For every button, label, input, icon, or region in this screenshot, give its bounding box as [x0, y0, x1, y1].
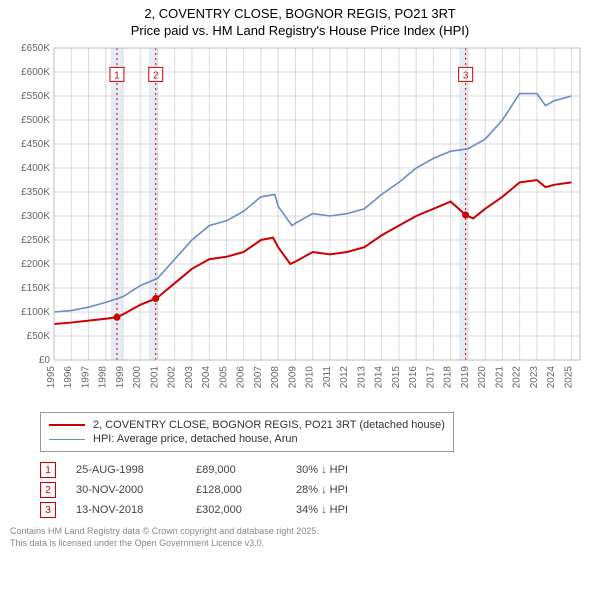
sale-point [152, 295, 159, 302]
sale-marker-number: 1 [114, 70, 120, 81]
x-tick-label: 1999 [115, 366, 126, 389]
x-tick-label: 2003 [184, 366, 195, 389]
sale-row-delta: 28% ↓ HPI [296, 484, 416, 496]
sale-row-delta: 34% ↓ HPI [296, 504, 416, 516]
legend-swatch [49, 439, 85, 440]
x-tick-label: 2009 [287, 366, 298, 389]
title-subtitle: Price paid vs. HM Land Registry's House … [0, 23, 600, 38]
y-tick-label: £150K [21, 283, 50, 294]
x-tick-label: 2006 [236, 366, 247, 389]
legend-label: 2, COVENTRY CLOSE, BOGNOR REGIS, PO21 3R… [93, 419, 445, 431]
sale-row: 2 30-NOV-2000£128,00028% ↓ HPI [40, 482, 590, 498]
sale-point [113, 314, 120, 321]
chart-area: £0 £50K £100K £150K £200K £250K £300K £350K £400… [10, 44, 590, 404]
x-tick-label: 2019 [460, 366, 471, 389]
y-tick-label: £300K [21, 211, 50, 222]
sale-row: 3 13-NOV-2018£302,00034% ↓ HPI [40, 502, 590, 518]
sale-row-price: £89,000 [196, 464, 296, 476]
legend-label: HPI: Average price, detached house, Arun [93, 433, 298, 445]
sale-marker-number: 3 [463, 70, 469, 81]
legend: 2, COVENTRY CLOSE, BOGNOR REGIS, PO21 3R… [40, 412, 454, 452]
chart-title-block: 2, COVENTRY CLOSE, BOGNOR REGIS, PO21 3R… [0, 0, 600, 40]
x-tick-label: 2024 [546, 366, 557, 389]
sale-row-price: £128,000 [196, 484, 296, 496]
sale-row-price: £302,000 [196, 504, 296, 516]
x-tick-label: 1998 [98, 366, 109, 389]
sale-row-delta: 30% ↓ HPI [296, 464, 416, 476]
sales-table: 1 25-AUG-1998£89,00030% ↓ HPI 2 30-NOV-2000… [40, 462, 590, 518]
footer-line2: This data is licensed under the Open Gov… [10, 538, 590, 550]
y-tick-label: £200K [21, 259, 50, 270]
sale-row-marker: 1 [40, 462, 56, 478]
x-tick-label: 2000 [132, 366, 143, 389]
x-tick-label: 2016 [408, 366, 419, 389]
x-tick-label: 2002 [167, 366, 178, 389]
x-tick-label: 2022 [512, 366, 523, 389]
x-tick-label: 2007 [253, 366, 264, 389]
x-tick-label: 2012 [339, 366, 350, 389]
legend-swatch [49, 424, 85, 426]
sale-row-date: 25-AUG-1998 [76, 464, 196, 476]
y-tick-label: £350K [21, 187, 50, 198]
attribution-footer: Contains HM Land Registry data © Crown c… [10, 526, 590, 549]
sale-row-marker: 2 [40, 482, 56, 498]
x-tick-label: 2021 [494, 366, 505, 389]
x-tick-label: 2013 [356, 366, 367, 389]
x-tick-label: 2023 [529, 366, 540, 389]
y-tick-label: £650K [21, 44, 50, 54]
x-tick-label: 1996 [63, 366, 74, 389]
x-tick-label: 1995 [46, 366, 57, 389]
x-tick-label: 2015 [391, 366, 402, 389]
sale-row-date: 13-NOV-2018 [76, 504, 196, 516]
sale-row-date: 30-NOV-2000 [76, 484, 196, 496]
x-tick-label: 2017 [425, 366, 436, 389]
x-tick-label: 2001 [149, 366, 160, 389]
x-tick-label: 2010 [305, 366, 316, 389]
y-tick-label: £550K [21, 91, 50, 102]
sale-row-marker: 3 [40, 502, 56, 518]
x-tick-label: 2008 [270, 366, 281, 389]
y-tick-label: £50K [27, 331, 51, 342]
title-address: 2, COVENTRY CLOSE, BOGNOR REGIS, PO21 3R… [0, 6, 600, 21]
y-tick-label: £250K [21, 235, 50, 246]
legend-row: HPI: Average price, detached house, Arun [49, 433, 445, 445]
footer-line1: Contains HM Land Registry data © Crown c… [10, 526, 590, 538]
y-tick-label: £450K [21, 139, 50, 150]
shaded-band [459, 48, 468, 360]
y-tick-label: £100K [21, 307, 50, 318]
x-tick-label: 1997 [80, 366, 91, 389]
y-tick-label: £400K [21, 163, 50, 174]
x-tick-label: 2011 [322, 366, 333, 388]
x-tick-label: 2025 [563, 366, 574, 389]
y-tick-label: £0 [39, 355, 51, 366]
sale-marker-number: 2 [153, 70, 159, 81]
sale-point [462, 212, 469, 219]
sale-row: 1 25-AUG-1998£89,00030% ↓ HPI [40, 462, 590, 478]
plot-bg [54, 48, 580, 360]
x-tick-label: 2018 [443, 366, 454, 389]
page-container: 2, COVENTRY CLOSE, BOGNOR REGIS, PO21 3R… [0, 0, 600, 549]
x-tick-label: 2005 [218, 366, 229, 389]
y-tick-label: £500K [21, 115, 50, 126]
chart-svg: £0 £50K £100K £150K £200K £250K £300K £350K £400… [10, 44, 590, 404]
x-tick-label: 2020 [477, 366, 488, 389]
x-tick-label: 2014 [374, 366, 385, 389]
y-tick-label: £600K [21, 67, 50, 78]
x-tick-label: 2004 [201, 366, 212, 389]
legend-row: 2, COVENTRY CLOSE, BOGNOR REGIS, PO21 3R… [49, 419, 445, 431]
